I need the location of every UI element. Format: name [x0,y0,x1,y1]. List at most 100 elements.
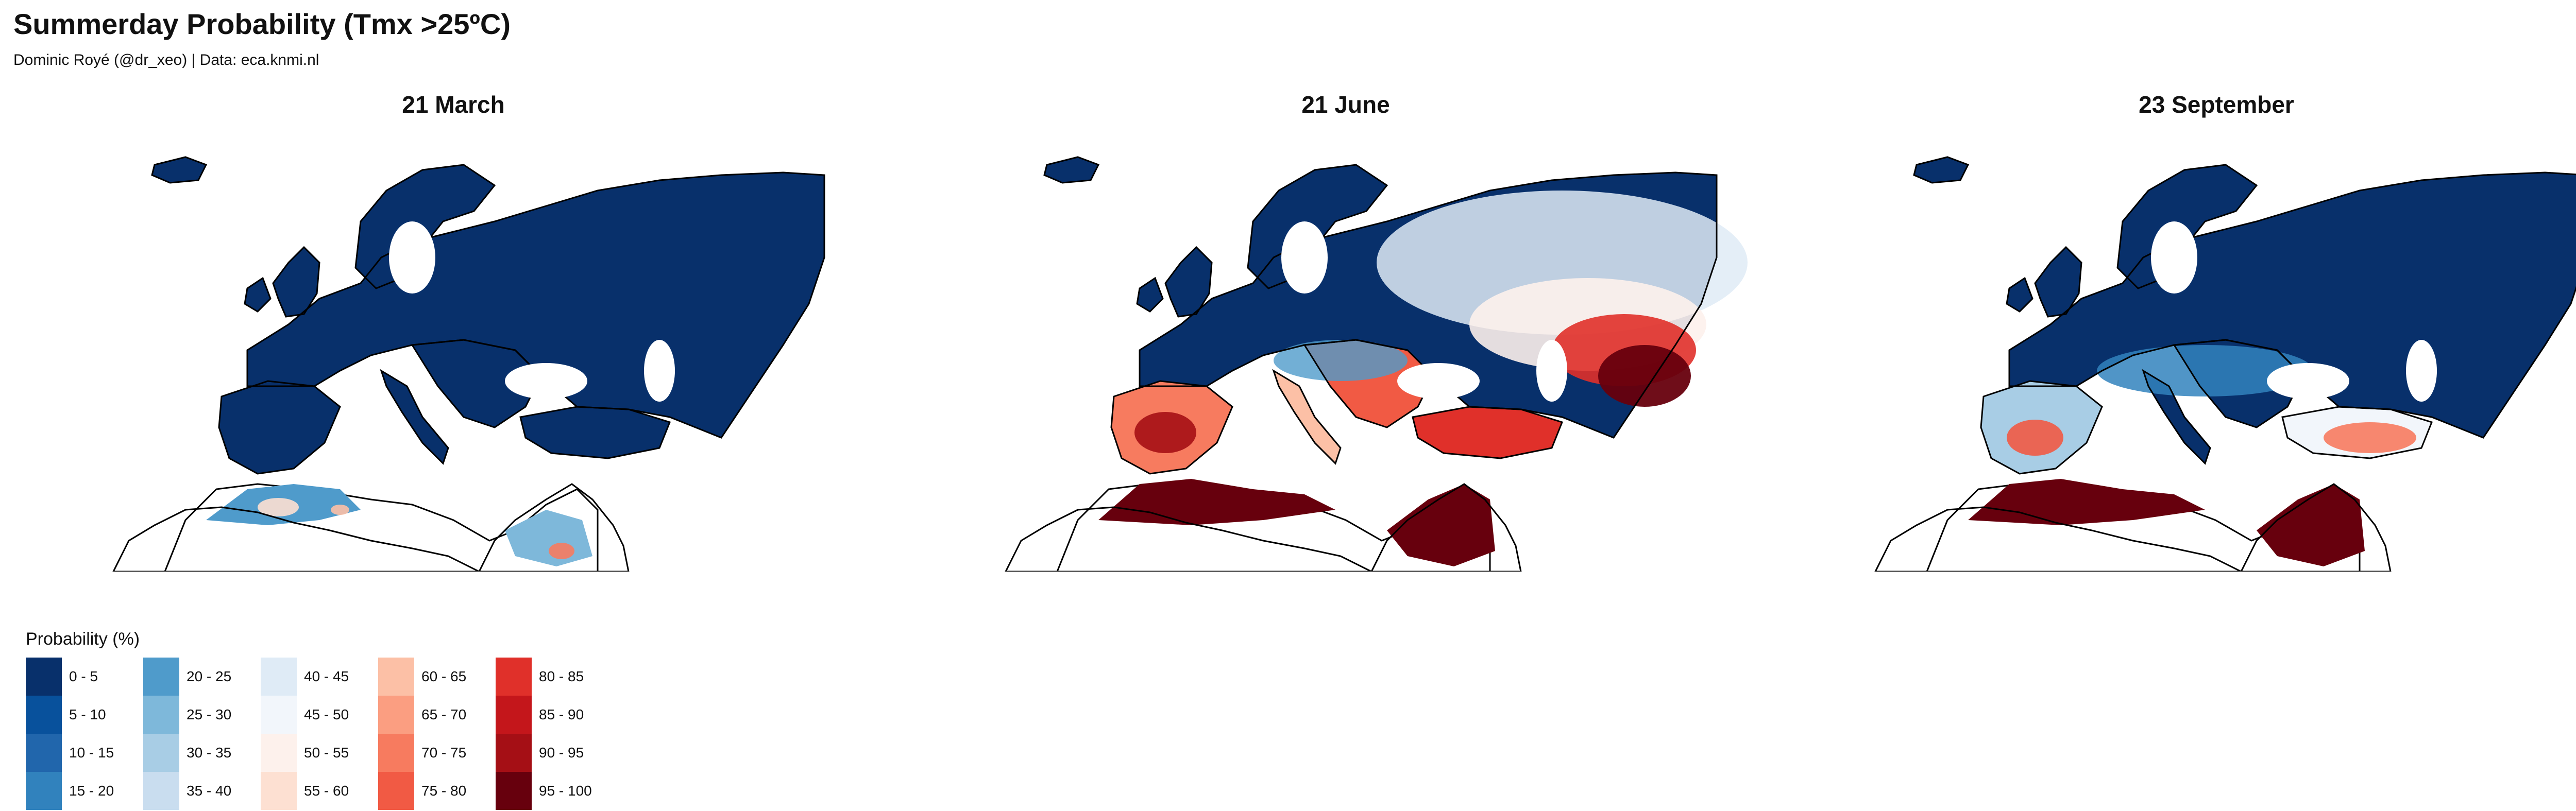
coastline [272,246,320,318]
legend-label: 65 - 70 [421,706,467,722]
coastline [151,156,208,184]
border-line [1370,483,1522,572]
legend-swatch [26,772,62,810]
legend-item: 70 - 75 [378,734,478,772]
coastline [1980,380,2103,475]
legend-item: 55 - 60 [261,772,361,810]
map-march [112,156,825,572]
probability-blob [331,505,349,515]
legend-item: 15 - 20 [26,772,126,810]
coastline [1110,380,1233,475]
coastline [1272,369,1342,465]
baltic-sea [2151,221,2197,294]
panel-title-june: 21 June [1301,91,1390,118]
legend-swatch [496,696,532,734]
legend: Probability (%) 0 - 5 5 - 10 10 - 15 15 - 2… [26,629,596,810]
legend-label: 10 - 15 [69,745,114,761]
probability-surface [273,247,319,317]
legend-swatch [261,658,297,696]
legend-label: 90 - 95 [539,745,584,761]
probability-blob [549,543,574,559]
probability-surface [1274,371,1341,463]
probability-surface [381,371,448,463]
probability-blob [2324,422,2416,453]
coastline [411,339,542,428]
legend-label: 45 - 50 [304,706,349,722]
legend-item: 5 - 10 [26,696,126,734]
legend-item: 45 - 50 [261,696,361,734]
coastline [1913,156,1970,184]
coastline [244,277,272,313]
legend-swatch [261,696,297,734]
probability-surface [412,340,541,427]
probability-blob [2007,420,2063,456]
legend-label: 40 - 45 [304,668,349,684]
probability-surface [219,381,340,474]
coastline [380,369,449,465]
border-line [1874,506,2242,572]
coastline [2006,277,2033,313]
baltic-sea [389,221,435,294]
caspian-sea [2406,340,2437,402]
chart-title: Summerday Probability (Tmx >25ºC) [13,8,511,40]
coastline [2281,406,2433,459]
legend-item: 20 - 25 [143,658,243,696]
chart-subtitle: Dominic Royé (@dr_xeo) | Data: eca.knmi.… [13,51,319,68]
black-sea [1397,363,1480,399]
legend-item: 10 - 15 [26,734,126,772]
probability-surface [247,172,824,438]
legend-label: 15 - 20 [69,783,114,799]
probability-surface [1914,157,1968,183]
panel-title-september: 23 September [2139,91,2294,118]
black-sea [505,363,587,399]
coastline [2034,246,2082,318]
legend-column: 80 - 85 85 - 90 90 - 95 95 - 100 [496,658,596,810]
legend-column: 20 - 25 25 - 30 30 - 35 35 - 40 [143,658,243,810]
coastline [2173,339,2304,428]
caspian-sea [644,340,675,402]
legend-swatch [143,734,179,772]
legend-label: 30 - 35 [187,745,232,761]
legend-swatch [261,772,297,810]
caspian-sea [1536,340,1567,402]
legend-item: 0 - 5 [26,658,126,696]
legend-item: 75 - 80 [378,772,478,810]
legend-column: 0 - 5 5 - 10 10 - 15 15 - 20 [26,658,126,810]
probability-surface [1968,479,2205,525]
legend-label: 25 - 30 [187,706,232,722]
coastline [1164,246,1213,318]
legend-item: 95 - 100 [496,772,596,810]
legend-swatch [143,658,179,696]
coastline [1043,156,1100,184]
legend-label: 95 - 100 [539,783,592,799]
legend-label: 60 - 65 [421,668,467,684]
map-september [1874,156,2576,572]
probability-surface [2257,484,2365,566]
legend-swatch [378,772,414,810]
legend-swatch [496,772,532,810]
coastline [519,406,671,459]
legend-label: 5 - 10 [69,706,106,722]
coastline [1303,339,1434,428]
legend-item: 25 - 30 [143,696,243,734]
coastline [1412,406,1563,459]
probability-surface [1387,484,1495,566]
legend-item: 30 - 35 [143,734,243,772]
coastline [1136,277,1164,313]
legend-label: 20 - 25 [187,668,232,684]
legend-swatch [143,696,179,734]
legend-label: 55 - 60 [304,783,349,799]
legend-item: 85 - 90 [496,696,596,734]
black-sea [2267,363,2349,399]
legend-swatch [496,658,532,696]
probability-surface [1413,407,1562,458]
map-june [1005,156,1748,572]
legend-label: 50 - 55 [304,745,349,761]
probability-surface [1044,157,1098,183]
probability-blob [1598,345,1691,407]
legend-columns: 0 - 5 5 - 10 10 - 15 15 - 20 20 - 25 25 - 30 3… [26,658,596,810]
panel-title-march: 21 March [402,91,505,118]
legend-label: 35 - 40 [187,783,232,799]
probability-surface [1098,479,1335,525]
legend-swatch [26,658,62,696]
